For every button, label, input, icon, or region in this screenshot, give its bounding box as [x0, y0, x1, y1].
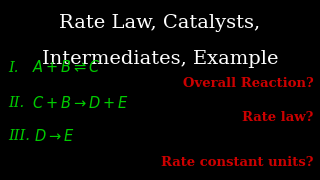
Text: Rate law?: Rate law?	[242, 111, 314, 124]
Text: $A + B \rightleftharpoons C$: $A + B \rightleftharpoons C$	[32, 60, 101, 75]
Text: $D \rightarrow E$: $D \rightarrow E$	[34, 128, 74, 144]
Text: Rate Law, Catalysts,: Rate Law, Catalysts,	[60, 14, 260, 32]
Text: Overall Reaction?: Overall Reaction?	[183, 77, 314, 90]
Text: I.: I.	[8, 60, 18, 75]
Text: $C + B \rightarrow D + E$: $C + B \rightarrow D + E$	[32, 95, 129, 111]
Text: Intermediates, Example: Intermediates, Example	[42, 50, 278, 68]
Text: II.: II.	[8, 96, 24, 110]
Text: III.: III.	[8, 129, 30, 143]
Text: Rate constant units?: Rate constant units?	[161, 156, 314, 168]
